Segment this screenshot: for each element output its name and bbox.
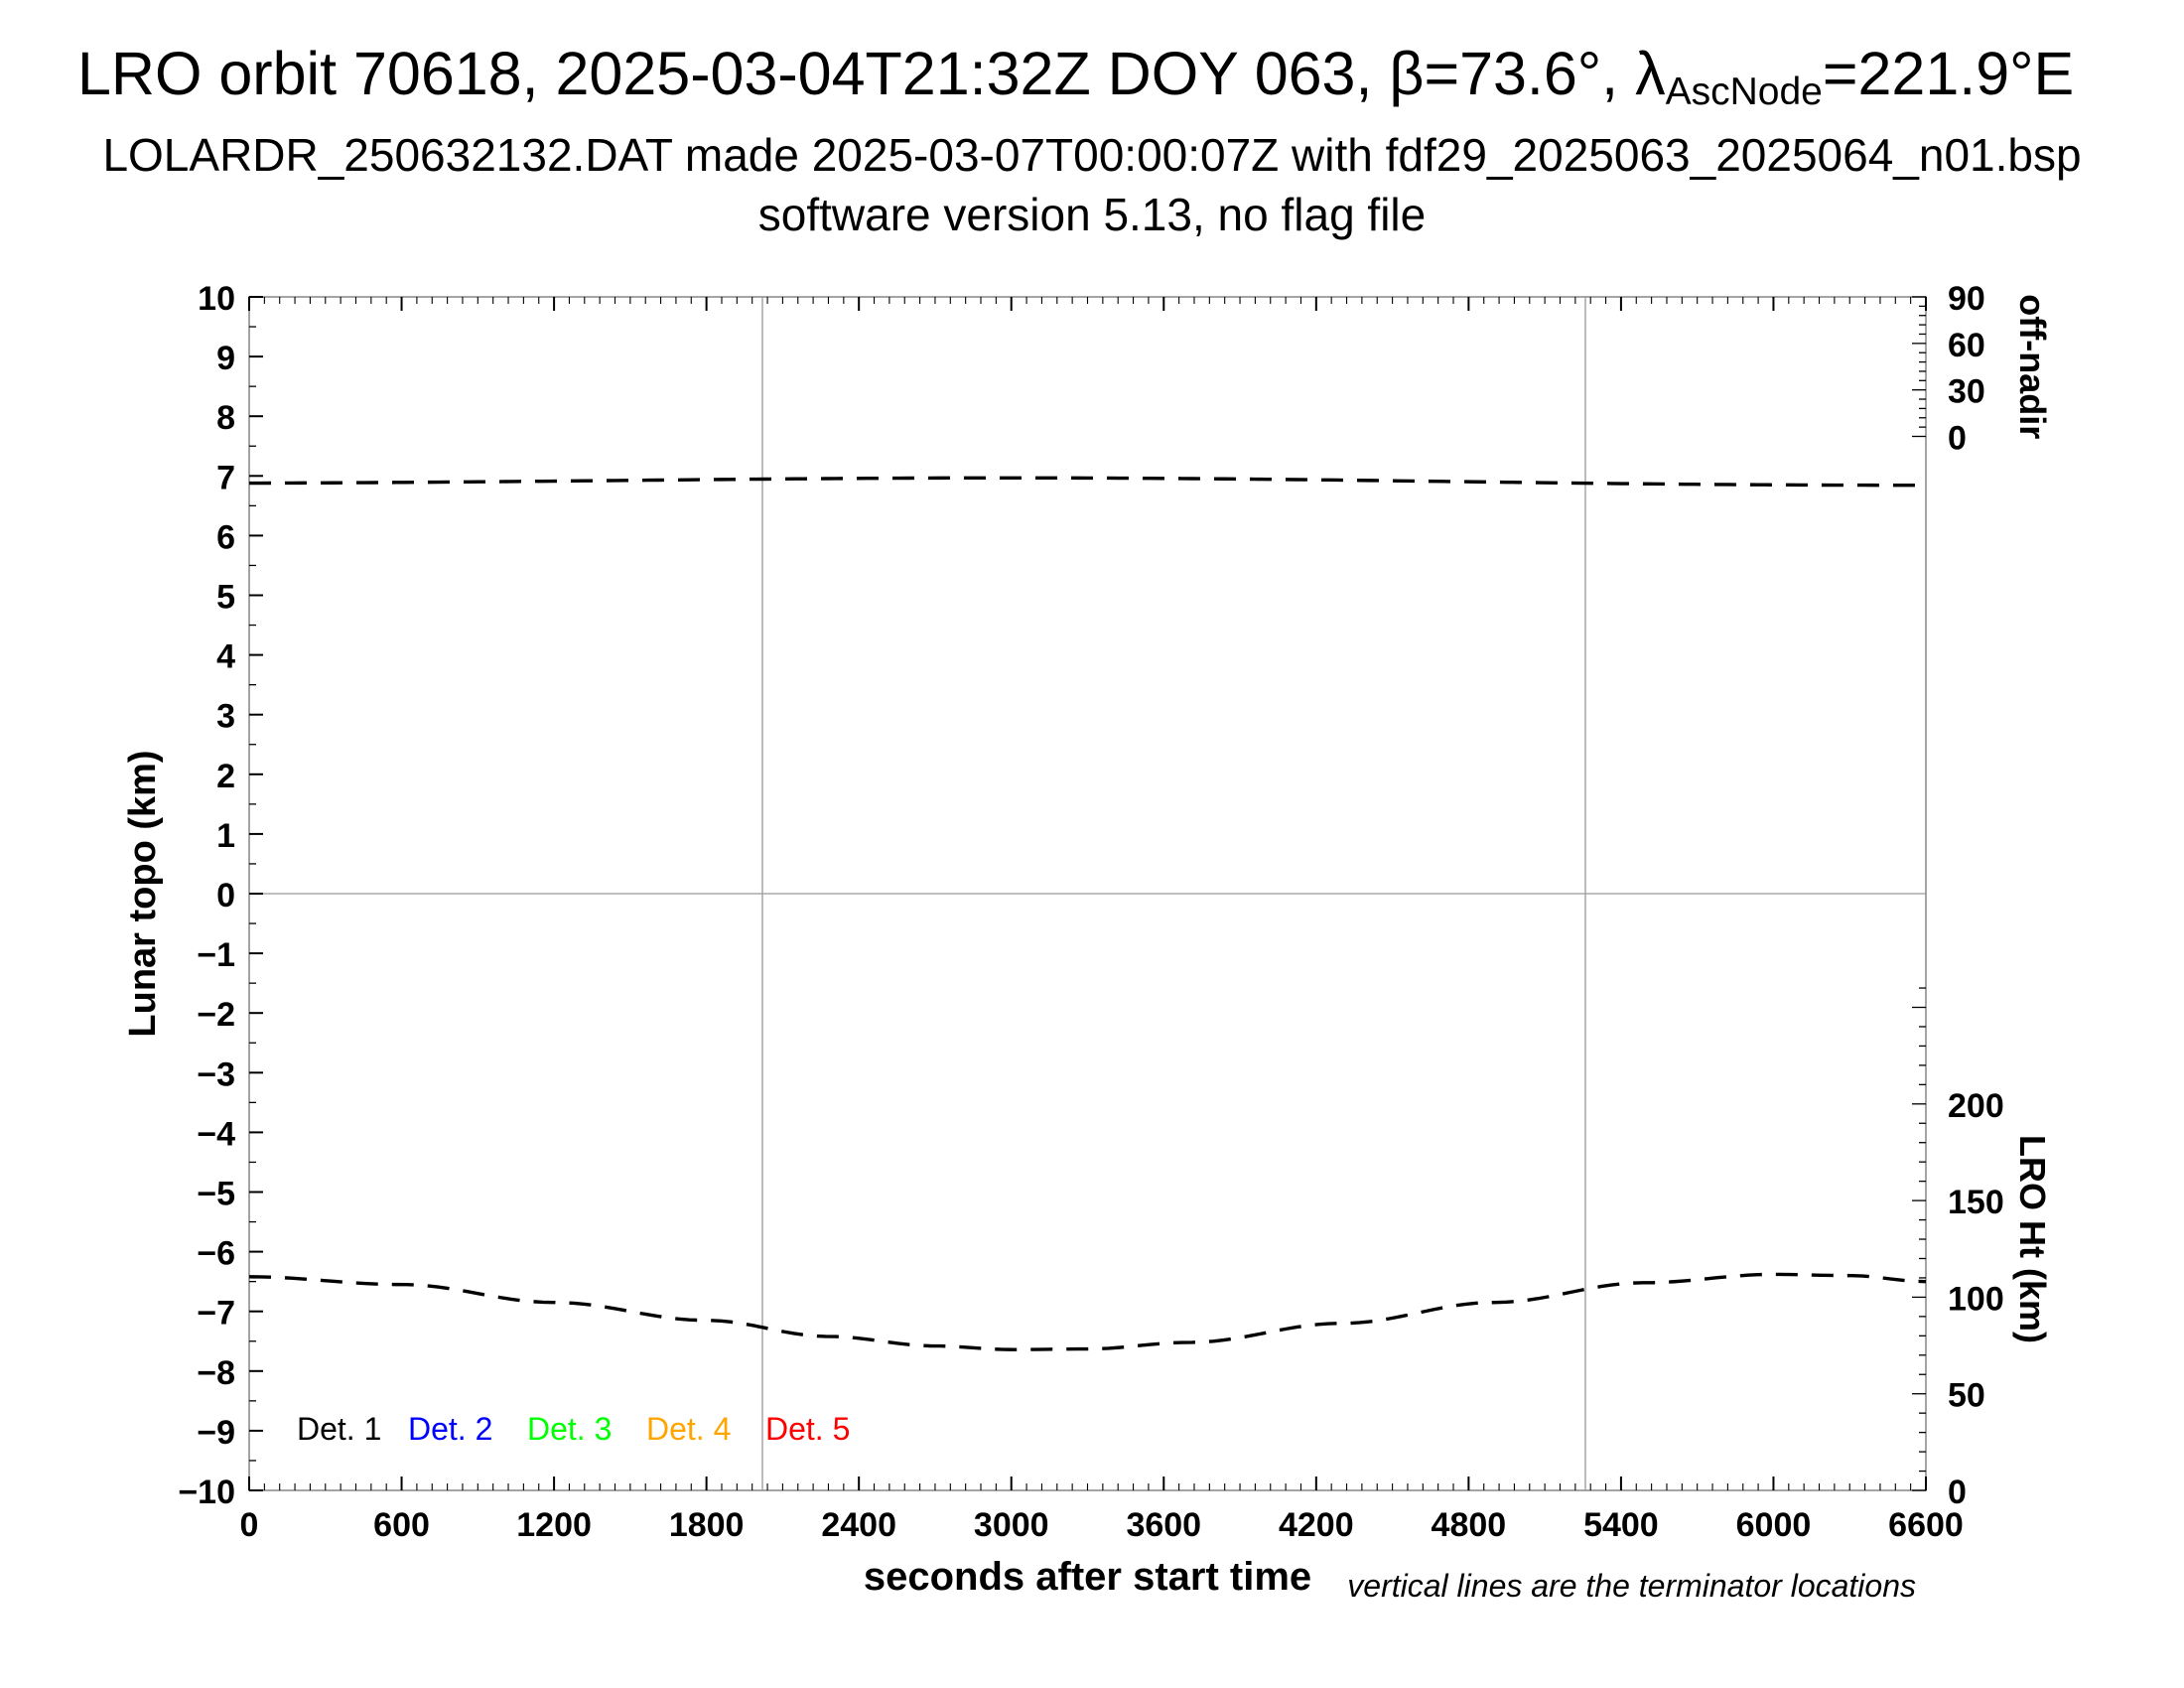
svg-text:8: 8	[216, 399, 235, 437]
svg-text:100: 100	[1948, 1280, 2004, 1318]
svg-text:600: 600	[373, 1506, 430, 1544]
svg-text:−5: −5	[197, 1176, 235, 1213]
svg-text:−2: −2	[197, 996, 235, 1034]
svg-text:−4: −4	[197, 1115, 235, 1153]
svg-text:50: 50	[1948, 1377, 1985, 1415]
svg-text:3: 3	[216, 698, 235, 736]
svg-text:3000: 3000	[974, 1506, 1049, 1544]
svg-text:Det. 5: Det. 5	[765, 1411, 850, 1447]
svg-text:−3: −3	[197, 1055, 235, 1093]
svg-text:−10: −10	[178, 1474, 235, 1511]
svg-text:0: 0	[1948, 1474, 1967, 1511]
svg-text:7: 7	[216, 459, 235, 496]
svg-text:2: 2	[216, 758, 235, 795]
svg-text:5: 5	[216, 579, 235, 617]
svg-text:5400: 5400	[1583, 1506, 1659, 1544]
svg-text:2400: 2400	[821, 1506, 896, 1544]
svg-text:seconds after start time: seconds after start time	[864, 1555, 1311, 1599]
svg-text:0: 0	[216, 877, 235, 914]
svg-text:30: 30	[1948, 373, 1985, 411]
svg-text:0: 0	[1948, 420, 1967, 458]
svg-text:−1: −1	[197, 936, 235, 974]
svg-text:LRO Ht (km): LRO Ht (km)	[2012, 1135, 2053, 1343]
svg-text:6000: 6000	[1736, 1506, 1812, 1544]
svg-text:10: 10	[198, 280, 235, 318]
svg-text:Lunar topo (km): Lunar topo (km)	[122, 750, 164, 1037]
svg-text:6: 6	[216, 518, 235, 556]
svg-text:Det. 4: Det. 4	[646, 1411, 731, 1447]
svg-text:Det. 1: Det. 1	[297, 1411, 381, 1447]
svg-text:−6: −6	[197, 1235, 235, 1273]
svg-text:1200: 1200	[516, 1506, 592, 1544]
svg-text:60: 60	[1948, 327, 1985, 364]
svg-text:6600: 6600	[1888, 1506, 1964, 1544]
svg-text:0: 0	[240, 1506, 259, 1544]
svg-text:4800: 4800	[1432, 1506, 1507, 1544]
svg-text:1: 1	[216, 817, 235, 855]
svg-text:−7: −7	[197, 1295, 235, 1333]
svg-text:150: 150	[1948, 1184, 2004, 1221]
svg-text:software version 5.13, no flag: software version 5.13, no flag file	[758, 189, 1426, 240]
svg-text:LOLARDR_250632132.DAT made 202: LOLARDR_250632132.DAT made 2025-03-07T00…	[102, 129, 2081, 181]
svg-text:vertical lines are the termina: vertical lines are the terminator locati…	[1347, 1568, 1916, 1604]
svg-text:200: 200	[1948, 1087, 2004, 1125]
svg-text:Det. 3: Det. 3	[527, 1411, 612, 1447]
svg-text:9: 9	[216, 340, 235, 377]
svg-text:−8: −8	[197, 1354, 235, 1392]
svg-text:off-nadir: off-nadir	[2012, 294, 2053, 439]
svg-text:90: 90	[1948, 280, 1985, 318]
svg-text:4200: 4200	[1279, 1506, 1354, 1544]
svg-text:3600: 3600	[1126, 1506, 1201, 1544]
svg-text:−9: −9	[197, 1414, 235, 1452]
svg-text:1800: 1800	[669, 1506, 745, 1544]
svg-text:4: 4	[216, 638, 235, 676]
svg-text:Det. 2: Det. 2	[408, 1411, 492, 1447]
